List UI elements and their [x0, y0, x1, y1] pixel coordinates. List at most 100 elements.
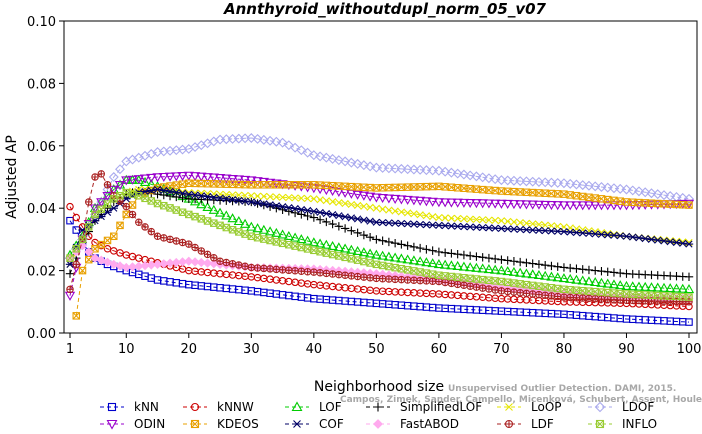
data-point — [440, 198, 451, 208]
data-point — [72, 312, 81, 320]
legend-marker — [595, 419, 605, 429]
data-point — [72, 213, 81, 222]
data-point — [258, 224, 269, 234]
data-point — [478, 284, 487, 292]
legend-marker — [291, 401, 303, 412]
data-point — [409, 242, 419, 252]
data-point — [159, 190, 168, 200]
x-tick-label: 100 — [677, 342, 702, 357]
data-point — [485, 216, 493, 224]
data-point — [472, 252, 481, 261]
data-point — [396, 195, 407, 205]
data-point — [253, 264, 262, 272]
data-point — [652, 200, 663, 210]
data-point — [446, 167, 457, 178]
data-point — [246, 221, 257, 231]
data-point — [522, 289, 531, 298]
data-point — [297, 267, 306, 275]
data-point — [435, 182, 443, 191]
data-point — [66, 285, 74, 294]
data-point — [459, 250, 469, 260]
data-point — [371, 162, 382, 173]
legend-item-odin: ODIN — [100, 417, 165, 431]
data-point — [265, 135, 276, 146]
data-point — [322, 249, 331, 257]
data-point — [202, 201, 213, 212]
x-tick-label: 50 — [368, 342, 385, 357]
data-point — [172, 206, 181, 214]
data-point — [378, 184, 387, 192]
data-point — [491, 286, 499, 294]
data-point — [347, 214, 356, 222]
data-point — [147, 197, 156, 205]
data-point — [141, 223, 149, 231]
data-point — [385, 206, 393, 214]
data-point — [303, 267, 312, 276]
data-point — [346, 244, 357, 254]
data-point — [378, 274, 387, 283]
data-point — [483, 173, 494, 184]
x-axis: 1 10 20 30 40 50 60 70 80 90 100 — [66, 333, 702, 357]
data-point — [421, 165, 432, 176]
data-point — [547, 261, 556, 271]
data-point — [314, 238, 326, 248]
data-point — [391, 207, 399, 215]
data-point — [547, 222, 556, 230]
legend: kNN kNNW LOF SimplifiedLOF LoOP LDOF ODIN KDEOS… — [100, 400, 657, 431]
data-point — [127, 175, 138, 185]
data-point — [540, 270, 551, 280]
data-point — [465, 262, 476, 272]
data-point — [352, 158, 363, 169]
data-point — [528, 259, 537, 268]
series-ldof — [65, 133, 694, 264]
data-point — [135, 254, 143, 262]
data-point — [422, 277, 431, 285]
legend-item-kdeos: KDEOS — [183, 417, 259, 431]
data-point — [446, 198, 457, 208]
data-point — [383, 194, 395, 204]
data-point — [66, 254, 74, 262]
data-point — [389, 252, 401, 262]
data-point — [108, 172, 119, 182]
series-fastabod — [65, 241, 694, 304]
data-point — [452, 198, 463, 208]
data-point — [121, 176, 132, 186]
data-point — [433, 198, 445, 208]
x-tick-label: 10 — [118, 342, 135, 357]
data-point — [472, 215, 481, 224]
data-point — [122, 202, 131, 211]
data-point — [177, 172, 188, 182]
data-point — [465, 198, 476, 209]
data-point — [139, 174, 151, 184]
y-tick-label: 0.04 — [27, 202, 56, 217]
data-point — [397, 208, 405, 216]
data-point — [315, 215, 325, 224]
data-point — [329, 198, 337, 206]
data-point — [615, 280, 626, 290]
data-point — [347, 272, 356, 280]
data-point — [540, 177, 551, 188]
legend-item-cof: COF — [285, 417, 344, 431]
legend-label: LDOF — [622, 400, 654, 414]
data-point — [577, 201, 588, 211]
data-point — [316, 269, 324, 277]
data-point — [565, 201, 576, 211]
data-point — [228, 259, 237, 268]
data-point — [660, 200, 668, 208]
series-ldf — [66, 170, 693, 306]
data-point — [552, 272, 563, 282]
data-point — [103, 236, 112, 245]
data-point — [291, 267, 299, 275]
data-point — [209, 193, 219, 201]
data-point — [665, 283, 676, 293]
x-tick-label: 60 — [431, 342, 448, 357]
data-point — [347, 226, 356, 235]
data-point — [571, 274, 582, 284]
data-point — [466, 215, 474, 223]
x-tick-label: 30 — [243, 342, 260, 357]
data-point — [272, 202, 281, 210]
legend-item-loop: LoOP — [497, 400, 562, 414]
legend-marker — [594, 401, 606, 413]
x-tick-label: 90 — [618, 342, 635, 357]
data-point — [371, 249, 382, 259]
